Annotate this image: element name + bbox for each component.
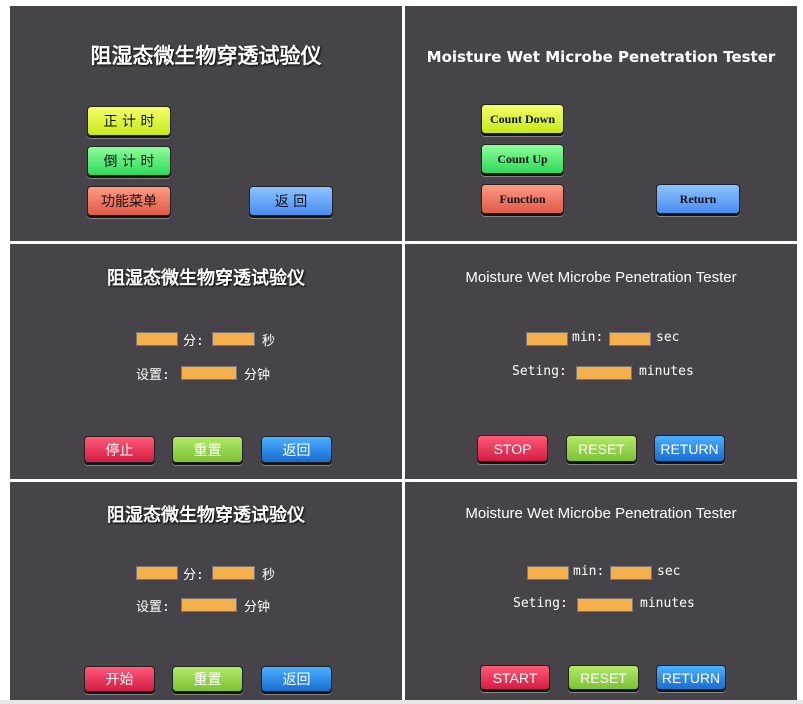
- setting-label: 设置:: [136, 600, 170, 615]
- function-button[interactable]: Function: [481, 184, 564, 214]
- return-button[interactable]: 返回: [261, 436, 332, 463]
- setting-label: Seting:: [513, 596, 568, 611]
- min-label: min:: [572, 330, 604, 345]
- main-screen-cn: 阻湿态微生物穿透试验仪 正 计 时 倒 计 时 功能菜单 返 回: [10, 6, 402, 241]
- sec-label: 秒: [262, 568, 276, 583]
- min-label: 分:: [183, 334, 204, 349]
- minutes-unit-label: minutes: [640, 596, 695, 611]
- return-button[interactable]: RETURN: [656, 665, 726, 690]
- min-label: min:: [573, 564, 605, 579]
- min-label: 分:: [183, 568, 204, 583]
- sec-label: sec: [656, 330, 680, 345]
- seconds-field[interactable]: [212, 566, 255, 580]
- setting-label: 设置:: [136, 368, 170, 383]
- sec-label: sec: [657, 564, 681, 579]
- sec-label: 秒: [262, 334, 276, 349]
- seconds-field[interactable]: [212, 332, 255, 346]
- minutes-field[interactable]: [527, 566, 569, 580]
- reset-button[interactable]: RESET: [566, 435, 637, 462]
- minutes-field[interactable]: [136, 566, 178, 580]
- setting-field[interactable]: [576, 366, 632, 380]
- count-down-button[interactable]: 倒 计 时: [87, 146, 171, 176]
- seconds-field[interactable]: [609, 332, 651, 346]
- timer-screen-cn-stop: 阻湿态微生物穿透试验仪 分: 秒 设置: 分钟 停止 重置 返回: [10, 244, 402, 479]
- count-up-button[interactable]: Count Up: [481, 144, 564, 174]
- screen-title: 阻湿态微生物穿透试验仪: [90, 44, 322, 68]
- return-button[interactable]: 返 回: [249, 186, 333, 216]
- screen-title: Moisture Wet Microbe Penetration Tester: [465, 505, 737, 522]
- return-button[interactable]: 返回: [261, 666, 332, 692]
- screen-title: 阻湿态微生物穿透试验仪: [107, 268, 305, 289]
- count-down-button[interactable]: Count Down: [481, 104, 564, 134]
- return-button[interactable]: Return: [656, 184, 740, 214]
- seconds-field[interactable]: [610, 566, 652, 580]
- timer-screen-en-start: Moisture Wet Microbe Penetration Tester …: [405, 482, 797, 700]
- reset-button[interactable]: 重置: [172, 436, 243, 463]
- screen-title: Moisture Wet Microbe Penetration Tester: [426, 48, 776, 66]
- setting-label: Seting:: [512, 364, 567, 379]
- start-button[interactable]: 开始: [84, 666, 155, 692]
- minutes-unit-label: 分钟: [244, 600, 271, 615]
- setting-field[interactable]: [181, 598, 237, 612]
- stop-button[interactable]: STOP: [477, 435, 548, 462]
- timer-screen-en-stop: Moisture Wet Microbe Penetration Tester …: [405, 244, 797, 479]
- minutes-unit-label: minutes: [639, 364, 694, 379]
- reset-button[interactable]: RESET: [568, 665, 639, 690]
- timer-screen-cn-start: 阻湿态微生物穿透试验仪 分: 秒 设置: 分钟 开始 重置 返回: [10, 482, 402, 700]
- return-button[interactable]: RETURN: [654, 435, 725, 462]
- screen-title: Moisture Wet Microbe Penetration Tester: [465, 269, 737, 286]
- bottom-strip: [0, 700, 803, 704]
- count-up-button[interactable]: 正 计 时: [87, 106, 171, 136]
- minutes-field[interactable]: [526, 332, 568, 346]
- stop-button[interactable]: 停止: [84, 436, 155, 463]
- screen-title: 阻湿态微生物穿透试验仪: [107, 505, 305, 526]
- minutes-field[interactable]: [136, 332, 178, 346]
- minutes-unit-label: 分钟: [244, 368, 271, 383]
- reset-button[interactable]: 重置: [172, 666, 243, 692]
- setting-field[interactable]: [181, 366, 237, 380]
- main-screen-en: Moisture Wet Microbe Penetration Tester …: [405, 6, 797, 241]
- function-menu-button[interactable]: 功能菜单: [87, 186, 171, 216]
- setting-field[interactable]: [577, 598, 633, 612]
- start-button[interactable]: START: [480, 665, 550, 690]
